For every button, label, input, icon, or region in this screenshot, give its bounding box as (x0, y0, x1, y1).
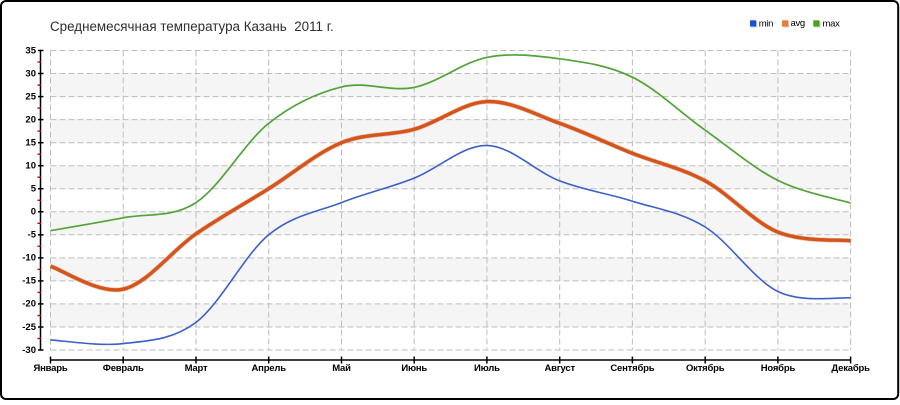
svg-text:5: 5 (31, 184, 37, 195)
svg-text:-10: -10 (22, 253, 36, 264)
svg-text:Февраль: Февраль (103, 363, 144, 374)
svg-text:min: min (759, 19, 773, 30)
svg-text:35: 35 (25, 45, 36, 56)
svg-text:max: max (823, 19, 841, 30)
svg-text:10: 10 (25, 161, 36, 172)
svg-text:Декабрь: Декабрь (831, 363, 870, 374)
svg-text:Август: Август (544, 363, 575, 374)
svg-text:15: 15 (25, 138, 36, 149)
svg-text:-30: -30 (22, 345, 36, 356)
svg-text:-5: -5 (28, 230, 37, 241)
svg-text:Июль: Июль (474, 363, 500, 374)
svg-text:Март: Март (185, 363, 208, 374)
svg-text:Январь: Январь (33, 363, 67, 374)
svg-text:Октябрь: Октябрь (686, 363, 725, 374)
svg-text:0: 0 (31, 207, 36, 218)
svg-text:Среднемесячная температура Каз: Среднемесячная температура Казань 2011 г… (50, 19, 334, 34)
svg-text:25: 25 (25, 91, 36, 102)
svg-text:-15: -15 (22, 276, 36, 287)
svg-text:30: 30 (25, 68, 36, 79)
svg-text:Апрель: Апрель (252, 363, 287, 374)
svg-text:20: 20 (25, 114, 36, 125)
svg-text:avg: avg (791, 18, 805, 29)
svg-text:Май: Май (332, 363, 351, 374)
svg-text:Июнь: Июнь (401, 363, 427, 374)
svg-text:-20: -20 (22, 299, 36, 310)
svg-text:-25: -25 (22, 322, 36, 333)
svg-text:Ноябрь: Ноябрь (761, 363, 796, 374)
svg-text:Сентябрь: Сентябрь (610, 363, 654, 374)
